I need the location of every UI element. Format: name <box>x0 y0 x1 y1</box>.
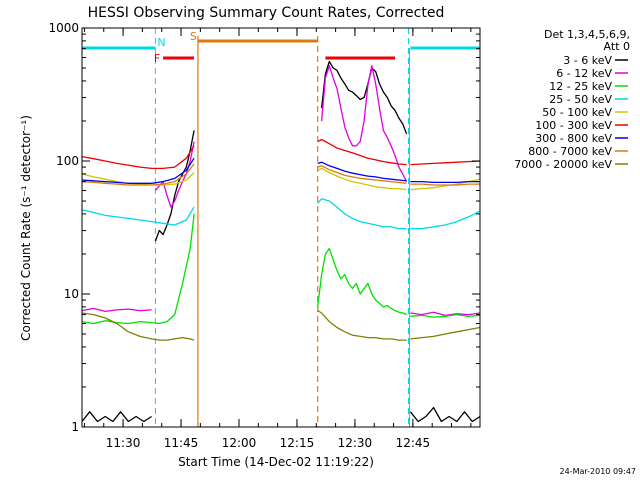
series-line <box>81 213 195 325</box>
x-tick-label: 12:30 <box>338 436 373 450</box>
series-line <box>154 141 195 208</box>
timestamp: 24-Mar-2010 09:47 <box>560 467 637 476</box>
series-line <box>410 311 481 317</box>
legend-label: 800 - 7000 keV <box>528 145 612 158</box>
series-line <box>317 165 407 184</box>
legend-label: 7000 - 20000 keV <box>514 158 612 171</box>
y-axis-label: Corrected Count Rate (s⁻¹ detector⁻¹) <box>19 115 33 341</box>
series-line <box>81 172 195 186</box>
flare-label: F <box>154 52 160 65</box>
series-line <box>81 307 152 313</box>
legend-label: 25 - 50 keV <box>549 93 612 106</box>
series-line <box>317 310 407 341</box>
y-axis: 1 10 100 1000 <box>48 21 480 434</box>
series-line <box>320 65 408 182</box>
chart-title: HESSI Observing Summary Count Rates, Cor… <box>88 5 445 21</box>
series-line <box>317 247 407 316</box>
y-tick-label: 1000 <box>48 21 79 35</box>
series-line <box>317 198 407 230</box>
series-line <box>317 138 407 166</box>
legend-subtitle: Att 0 <box>604 40 630 53</box>
y-tick-label: 10 <box>64 287 79 301</box>
series-line <box>154 130 195 242</box>
series-line <box>409 406 481 423</box>
legend-label: 3 - 6 keV <box>563 54 612 67</box>
series-line <box>410 326 481 340</box>
series-line <box>81 312 195 341</box>
legend-label: 300 - 800 keV <box>535 132 612 145</box>
plot-frame <box>81 27 481 428</box>
legend-label: 100 - 300 keV <box>535 119 612 132</box>
series-line <box>81 206 195 226</box>
x-tick-label: 12:15 <box>280 436 315 450</box>
y-tick-label: 100 <box>56 154 79 168</box>
night-label: N <box>157 36 165 49</box>
plot-area: NF S <box>81 28 481 427</box>
saa-label: S <box>190 30 197 43</box>
series-line <box>81 157 195 184</box>
series-line <box>410 183 480 186</box>
x-tick-label: 12:00 <box>222 436 257 450</box>
series-line <box>410 210 481 230</box>
series-line <box>81 411 152 423</box>
series-line <box>317 161 407 182</box>
legend-title: Det 1,3,4,5,6,9, <box>544 28 630 41</box>
series-line <box>81 163 195 186</box>
x-axis-label: Start Time (14-Dec-02 11:19:22) <box>178 455 374 469</box>
x-tick-label: 12:45 <box>396 436 431 450</box>
series-line <box>410 313 481 318</box>
legend-label: 6 - 12 keV <box>556 67 612 80</box>
series-line <box>81 145 195 170</box>
x-tick-label: 11:30 <box>106 436 141 450</box>
x-tick-label: 11:45 <box>164 436 199 450</box>
x-axis: 11:30 11:45 12:00 12:15 12:30 12:45 <box>83 28 472 450</box>
y-tick-label: 1 <box>71 420 79 434</box>
series-line <box>410 180 480 184</box>
legend-label: 50 - 100 keV <box>542 106 612 119</box>
series-line <box>320 60 408 135</box>
series-line <box>317 167 407 191</box>
series-line <box>410 160 481 166</box>
legend-label: 12 - 25 keV <box>549 80 612 93</box>
